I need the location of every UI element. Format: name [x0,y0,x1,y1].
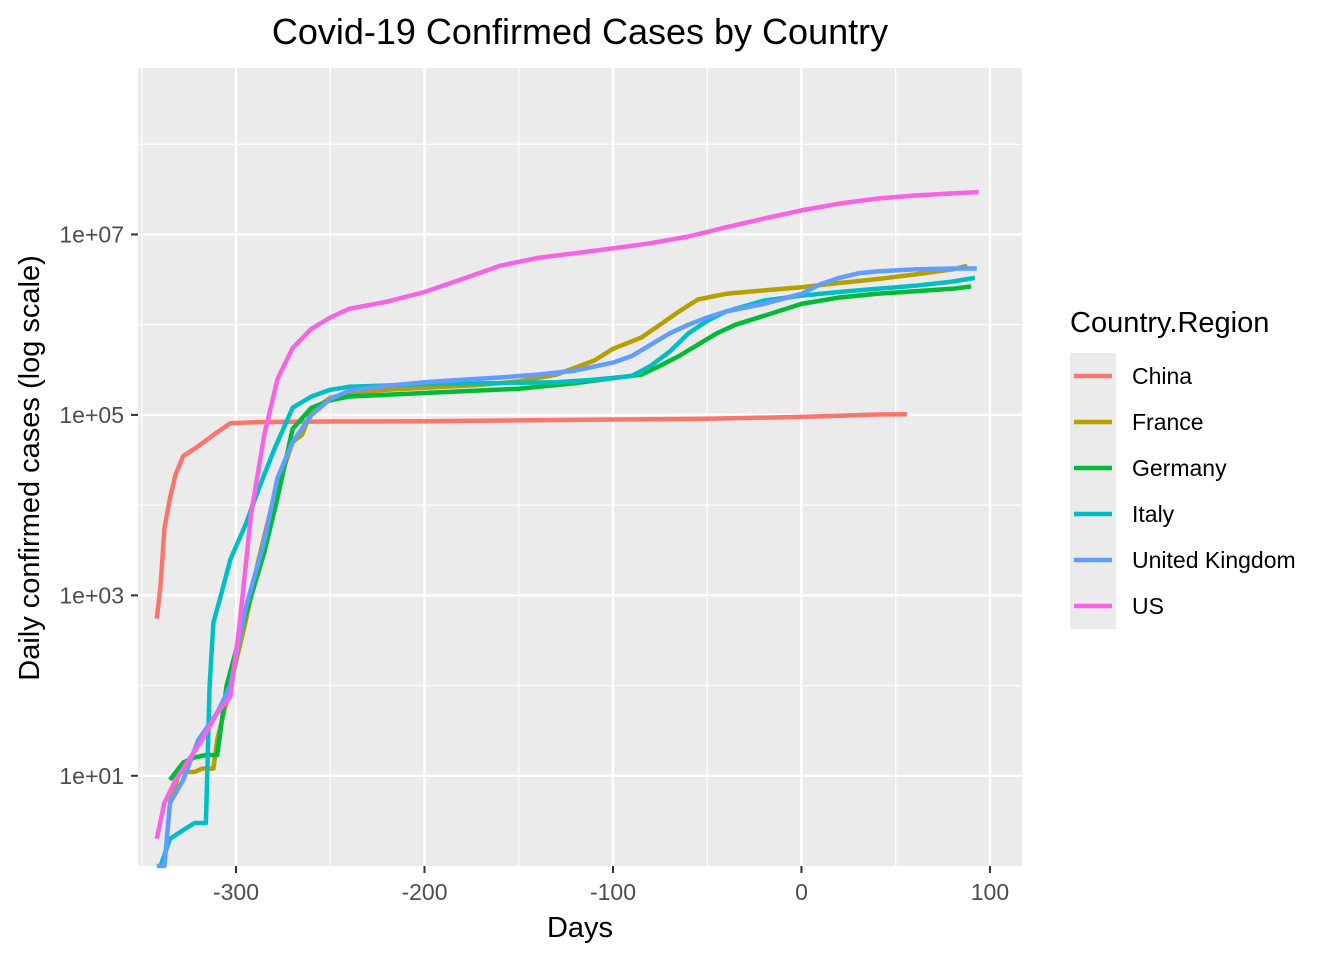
legend-label-china: China [1132,363,1192,389]
y-tick-label: 1e+01 [59,763,124,789]
major-gridlines [138,68,1022,866]
y-axis: 1e+01 1e+03 1e+05 1e+07 [59,221,138,789]
legend-key-background [1070,353,1116,629]
y-tick-label: 1e+07 [59,221,124,247]
chart-title: Covid-19 Confirmed Cases by Country [272,11,888,52]
x-tick-label: -200 [401,879,447,905]
plot-panel [138,68,1022,866]
legend-label-us: US [1132,593,1164,619]
legend-label-france: France [1132,409,1204,435]
legend-label-germany: Germany [1132,455,1227,481]
legend-items: China France Germany Italy United Kingdom US [1074,363,1296,619]
x-tick-label: -300 [213,879,259,905]
series-line-china [154,412,908,620]
x-tick-label: 0 [795,879,808,905]
x-tick-label: 100 [971,879,1009,905]
y-axis-title: Daily confirmed cases (log scale) [14,255,46,680]
series-line-united-kingdom [156,266,977,869]
legend-label-italy: Italy [1132,501,1175,527]
legend: Country.Region China France Germany Italy Un… [1070,307,1296,629]
y-tick-label: 1e+05 [59,402,124,428]
x-tick-label: -100 [590,879,636,905]
series-lines [154,189,979,869]
legend-label-united-kingdom: United Kingdom [1132,547,1296,573]
minor-gridlines [138,68,1022,866]
y-tick-label: 1e+03 [59,582,124,608]
x-axis: -300 -200 -100 0 100 [213,866,1009,905]
legend-title: Country.Region [1070,307,1269,339]
x-axis-title: Days [547,912,613,944]
series-line-us [154,189,979,840]
